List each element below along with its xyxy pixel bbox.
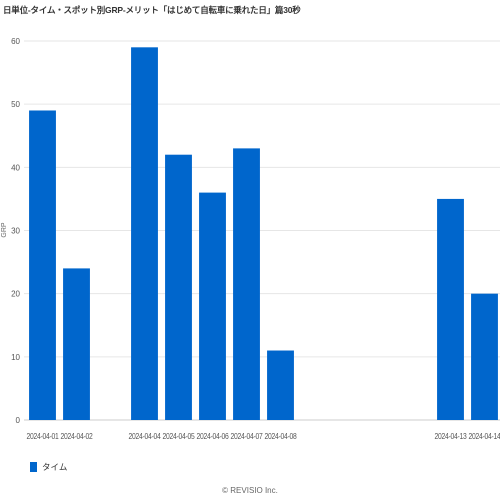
bar-2024-04-04[interactable] (131, 47, 158, 421)
legend[interactable]: タイム (30, 461, 67, 473)
x-tick-label: 2024-04-06 (197, 432, 230, 441)
y-tick-label: 0 (16, 416, 21, 425)
x-axis-ticks: 2024-04-01 2024-04-02 2024-04-04 2024-04-05… (27, 432, 500, 441)
y-tick-label: 60 (11, 37, 20, 46)
x-tick-label: 2024-04-07 (231, 432, 264, 441)
bar-2024-04-02[interactable] (63, 268, 90, 420)
x-tick-label: 2024-04-01 (27, 432, 60, 441)
copyright: © REVISIO Inc. (222, 486, 278, 495)
y-tick-label: 50 (11, 100, 20, 109)
y-axis-ticks: 0 10 20 30 40 50 60 (11, 37, 20, 425)
chart-title: 日単位-タイム・スポット別GRP-メリット「はじめて自転車に乗れた日」篇30秒 (3, 5, 301, 15)
y-tick-label: 30 (11, 227, 20, 236)
x-tick-label: 2024-04-14 (469, 432, 500, 441)
bar-2024-04-14[interactable] (471, 293, 498, 420)
x-tick-label: 2024-04-08 (265, 432, 298, 441)
y-tick-label: 20 (11, 290, 20, 299)
x-tick-label: 2024-04-04 (129, 432, 162, 441)
x-tick-label: 2024-04-02 (61, 432, 94, 441)
y-tick-label: 40 (11, 163, 20, 172)
bar-2024-04-05[interactable] (165, 154, 192, 420)
legend-label: タイム (42, 462, 68, 472)
x-tick-label: 2024-04-05 (163, 432, 196, 441)
grid-lines (24, 40, 500, 421)
bar-2024-04-07[interactable] (233, 148, 260, 420)
y-axis-label: GRP (1, 222, 8, 238)
bar-2024-04-13[interactable] (437, 198, 464, 420)
bar-2024-04-01[interactable] (29, 110, 56, 420)
bar-2024-04-06[interactable] (199, 192, 226, 420)
bar-2024-04-08[interactable] (267, 350, 294, 420)
x-tick-label: 2024-04-13 (435, 432, 468, 441)
y-tick-label: 10 (11, 353, 20, 362)
legend-swatch (30, 462, 37, 472)
bars (29, 47, 498, 421)
